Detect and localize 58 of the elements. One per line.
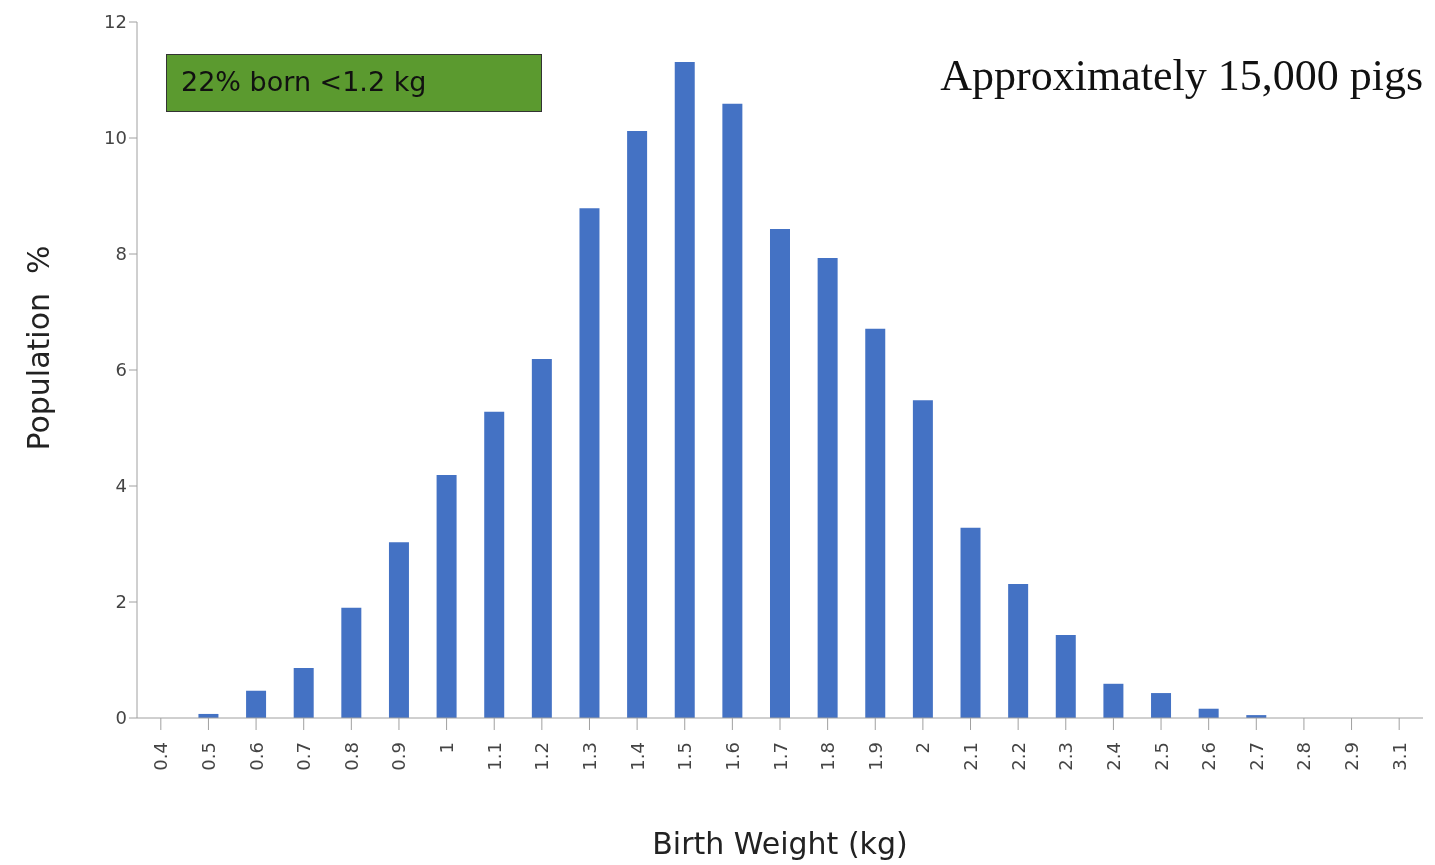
label-box: 22% born <1.2 kg bbox=[166, 54, 542, 112]
bar bbox=[912, 400, 933, 718]
bar bbox=[1151, 693, 1172, 718]
x-tick-label: 1.6 bbox=[721, 742, 743, 771]
x-tick-label: 0.4 bbox=[150, 742, 172, 771]
y-tick-label: 8 bbox=[115, 243, 127, 265]
x-axis-title: Birth Weight (kg) bbox=[651, 826, 909, 861]
x-tick-label: 1.2 bbox=[531, 742, 553, 771]
y-axis-title: Population % bbox=[20, 245, 56, 451]
x-tick-label: 1.4 bbox=[626, 742, 648, 771]
x-tick-label: 2 bbox=[912, 742, 934, 754]
y-tick-label: 6 bbox=[115, 359, 127, 381]
x-tick-label: 2.8 bbox=[1293, 742, 1315, 771]
x-tick-label: 2.9 bbox=[1341, 742, 1363, 771]
x-tick-label: 0.8 bbox=[340, 742, 362, 771]
bar bbox=[341, 607, 362, 718]
bar bbox=[770, 229, 790, 718]
x-tick-label: 0.5 bbox=[197, 742, 219, 771]
x-tick-label: 2.2 bbox=[1007, 742, 1029, 771]
bar bbox=[817, 258, 838, 718]
x-tick-label: 1.7 bbox=[769, 742, 791, 771]
bar bbox=[388, 542, 409, 718]
x-tick-label: 1.8 bbox=[817, 742, 839, 771]
y-tick-label: 2 bbox=[115, 591, 127, 613]
x-tick-label: 1.5 bbox=[674, 742, 696, 771]
y-tick-label: 12 bbox=[104, 11, 127, 33]
x-tick-label: 2.7 bbox=[1245, 742, 1267, 771]
annotation: Approximately 15,000 pigs bbox=[940, 50, 1423, 101]
bar bbox=[1055, 635, 1076, 718]
x-tick-label: 1.3 bbox=[578, 742, 600, 771]
x-tick-label: 1.1 bbox=[483, 742, 505, 771]
bar bbox=[579, 208, 600, 718]
bar bbox=[436, 474, 457, 718]
x-tick-label: 0.9 bbox=[388, 742, 410, 771]
bar bbox=[484, 411, 505, 718]
y-tick-label: 4 bbox=[115, 475, 127, 497]
x-tick-label: 2.4 bbox=[1102, 742, 1124, 771]
x-tick-label: 2.3 bbox=[1055, 742, 1077, 771]
x-tick-label: 1.9 bbox=[864, 742, 886, 771]
bar bbox=[531, 358, 552, 718]
x-tick-label: 2.6 bbox=[1198, 742, 1220, 771]
x-tick-label: 2.5 bbox=[1150, 742, 1172, 771]
bar bbox=[722, 103, 743, 718]
bar bbox=[960, 527, 981, 718]
x-tick-label: 0.6 bbox=[245, 742, 267, 771]
x-tick-label: 1 bbox=[436, 742, 458, 754]
bar bbox=[293, 668, 314, 718]
bar bbox=[627, 131, 648, 718]
x-tick-label: 3.1 bbox=[1388, 742, 1410, 771]
x-tick-label: 0.7 bbox=[293, 742, 315, 771]
bar bbox=[1008, 584, 1029, 718]
bar bbox=[865, 328, 886, 718]
y-tick-label: 10 bbox=[104, 127, 127, 149]
bar bbox=[1103, 683, 1124, 718]
bar bbox=[674, 62, 695, 718]
x-tick-label: 2.1 bbox=[960, 742, 982, 771]
y-tick-label: 0 bbox=[115, 707, 127, 729]
bar bbox=[246, 690, 267, 718]
